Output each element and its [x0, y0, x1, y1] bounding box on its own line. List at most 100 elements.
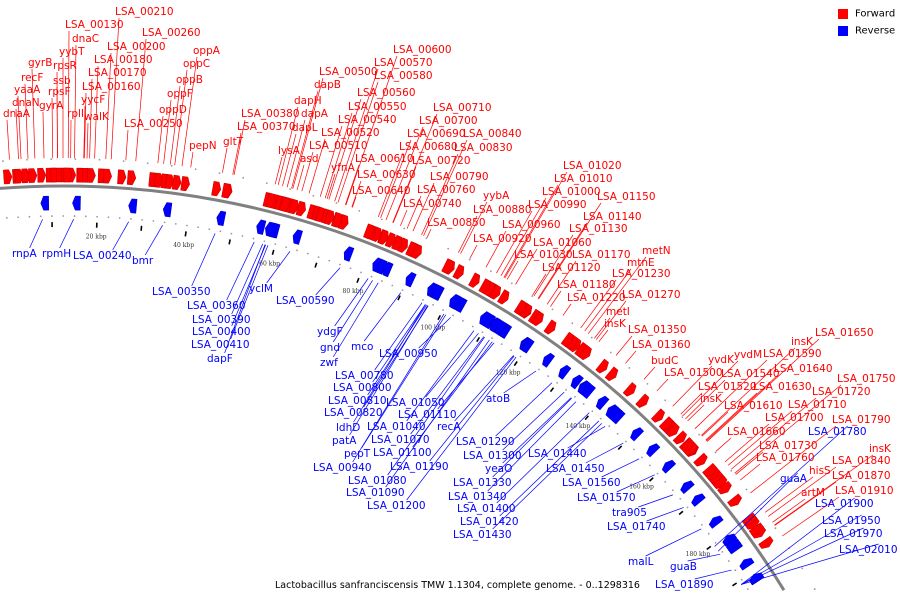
forward-gene-arrow[interactable] [102, 168, 113, 184]
forward-gene-label[interactable]: LSA_01700 [765, 412, 824, 424]
forward-gene-label[interactable]: LSA_01350 [628, 324, 687, 336]
reverse-gene-label[interactable]: yclM [249, 283, 273, 295]
forward-gene-label[interactable]: LSA_01000 [542, 186, 601, 198]
reverse-gene-arrow[interactable] [646, 443, 661, 458]
forward-gene-arrow[interactable] [28, 168, 38, 183]
forward-gene-arrow[interactable] [441, 258, 453, 274]
forward-gene-label[interactable]: LSA_00560 [357, 87, 416, 99]
forward-gene-arrow[interactable] [478, 278, 491, 294]
reverse-gene-label[interactable]: LSA_01070 [371, 434, 430, 446]
forward-gene-arrow[interactable] [323, 209, 335, 226]
forward-gene-arrow[interactable] [702, 462, 717, 477]
forward-gene-arrow[interactable] [717, 480, 732, 495]
forward-gene-label[interactable]: LSA_00840 [463, 128, 522, 140]
reverse-gene-label[interactable]: ydgF [317, 326, 343, 338]
reverse-gene-label[interactable]: ldhD [336, 422, 360, 434]
forward-gene-label[interactable]: insK [791, 336, 814, 348]
reverse-gene-arrow[interactable] [630, 427, 645, 442]
forward-gene-label[interactable]: dapB [314, 79, 341, 91]
reverse-gene-label[interactable]: guaA [780, 473, 808, 485]
forward-gene-arrow[interactable] [727, 493, 743, 507]
reverse-gene-label[interactable]: LSA_02010 [839, 544, 898, 556]
reverse-gene-label[interactable]: zwf [320, 357, 338, 369]
forward-gene-label[interactable]: LSA_00690 [407, 128, 466, 140]
forward-gene-label[interactable]: LSA_01710 [788, 399, 847, 411]
reverse-gene-arrow[interactable] [40, 195, 50, 211]
reverse-gene-label[interactable]: LSA_00950 [379, 348, 438, 360]
forward-gene-label[interactable]: oppC [183, 58, 210, 70]
forward-gene-arrow[interactable] [693, 452, 708, 467]
reverse-gene-arrow[interactable] [680, 480, 695, 495]
forward-gene-arrow[interactable] [452, 263, 465, 280]
forward-gene-arrow[interactable] [410, 243, 422, 260]
forward-gene-label[interactable]: LSA_00610 [355, 153, 414, 165]
forward-gene-label[interactable]: insK [869, 443, 892, 455]
forward-gene-label[interactable]: LSA_01610 [724, 400, 783, 412]
reverse-gene-label[interactable]: LSA_00390 [192, 314, 251, 326]
forward-gene-label[interactable]: asd [300, 153, 319, 165]
forward-gene-arrow[interactable] [171, 174, 182, 191]
forward-gene-label[interactable]: LSA_00520 [321, 127, 380, 139]
forward-gene-label[interactable]: LSA_00710 [433, 102, 492, 114]
forward-gene-label[interactable]: LSA_00920 [473, 233, 532, 245]
forward-gene-label[interactable]: LSA_00680 [399, 141, 458, 153]
forward-gene-label[interactable]: LSA_01270 [622, 289, 681, 301]
forward-gene-label[interactable]: budC [651, 355, 678, 367]
forward-gene-label[interactable]: gltT [223, 136, 244, 148]
forward-gene-arrow[interactable] [295, 200, 306, 217]
forward-gene-label[interactable]: LSA_01020 [563, 160, 622, 172]
forward-gene-label[interactable]: dnaA [3, 108, 31, 120]
reverse-gene-arrow[interactable] [405, 271, 417, 288]
forward-gene-arrow[interactable] [180, 176, 190, 192]
forward-gene-label[interactable]: LSA_01060 [533, 237, 592, 249]
reverse-gene-arrow[interactable] [432, 285, 445, 301]
reverse-gene-label[interactable]: pepT [344, 448, 371, 460]
reverse-gene-label[interactable]: recA [437, 421, 461, 433]
forward-gene-label[interactable]: metN [642, 245, 671, 257]
reverse-gene-label[interactable]: LSA_00820 [324, 407, 383, 419]
reverse-gene-label[interactable]: LSA_01950 [822, 515, 881, 527]
forward-gene-label[interactable]: rpsF [48, 86, 71, 98]
forward-gene-label[interactable]: LSA_00380 [241, 108, 300, 120]
reverse-gene-arrow[interactable] [582, 384, 596, 400]
forward-gene-label[interactable]: gyrA [39, 100, 64, 112]
forward-gene-label[interactable]: rplI [67, 108, 84, 120]
forward-gene-label[interactable]: LSA_00720 [412, 155, 471, 167]
forward-gene-label[interactable]: LSA_00170 [88, 67, 147, 79]
forward-gene-label[interactable]: LSA_00510 [309, 140, 368, 152]
reverse-gene-arrow[interactable] [542, 352, 556, 368]
forward-gene-arrow[interactable] [377, 229, 389, 245]
reverse-gene-label[interactable]: LSA_01900 [815, 498, 874, 510]
reverse-gene-label[interactable]: dapF [207, 353, 233, 365]
reverse-gene-label[interactable]: LSA_00240 [73, 250, 132, 262]
forward-gene-label[interactable]: dnaN [12, 97, 40, 109]
forward-gene-label[interactable]: rpsR [53, 60, 77, 72]
forward-gene-arrow[interactable] [650, 408, 666, 423]
reverse-gene-label[interactable]: gnd [320, 342, 340, 354]
forward-gene-label[interactable]: yybA [483, 190, 510, 202]
reverse-gene-label[interactable]: LSA_00350 [152, 286, 211, 298]
reverse-gene-label[interactable]: LSA_01430 [453, 529, 512, 541]
forward-gene-label[interactable]: LSA_01220 [567, 292, 626, 304]
reverse-gene-arrow[interactable] [72, 195, 81, 211]
reverse-gene-label[interactable]: LSA_00780 [335, 370, 394, 382]
forward-gene-label[interactable]: LSA_01130 [569, 223, 628, 235]
forward-gene-label[interactable]: oppB [176, 74, 203, 86]
forward-gene-label[interactable]: LSA_01590 [763, 348, 822, 360]
reverse-gene-label[interactable]: LSA_01440 [528, 448, 587, 460]
forward-gene-arrow[interactable] [604, 366, 619, 382]
reverse-gene-arrow[interactable] [739, 557, 755, 571]
forward-gene-label[interactable]: LSA_01720 [812, 386, 871, 398]
reverse-gene-label[interactable]: LSA_01970 [824, 528, 883, 540]
forward-gene-label[interactable]: LSA_00570 [374, 57, 433, 69]
forward-gene-label[interactable]: LSA_00640 [352, 185, 411, 197]
forward-gene-label[interactable]: LSA_01180 [557, 279, 616, 291]
forward-gene-arrow[interactable] [595, 358, 609, 374]
forward-gene-label[interactable]: LSA_01010 [554, 173, 613, 185]
forward-gene-label[interactable]: LSA_00370 [237, 121, 296, 133]
forward-gene-label[interactable]: LSA_00600 [393, 44, 452, 56]
forward-gene-label[interactable]: LSA_00260 [142, 27, 201, 39]
forward-gene-label[interactable]: LSA_00630 [357, 169, 416, 181]
forward-gene-label[interactable]: LSA_00160 [82, 81, 141, 93]
reverse-gene-arrow[interactable] [128, 198, 138, 214]
